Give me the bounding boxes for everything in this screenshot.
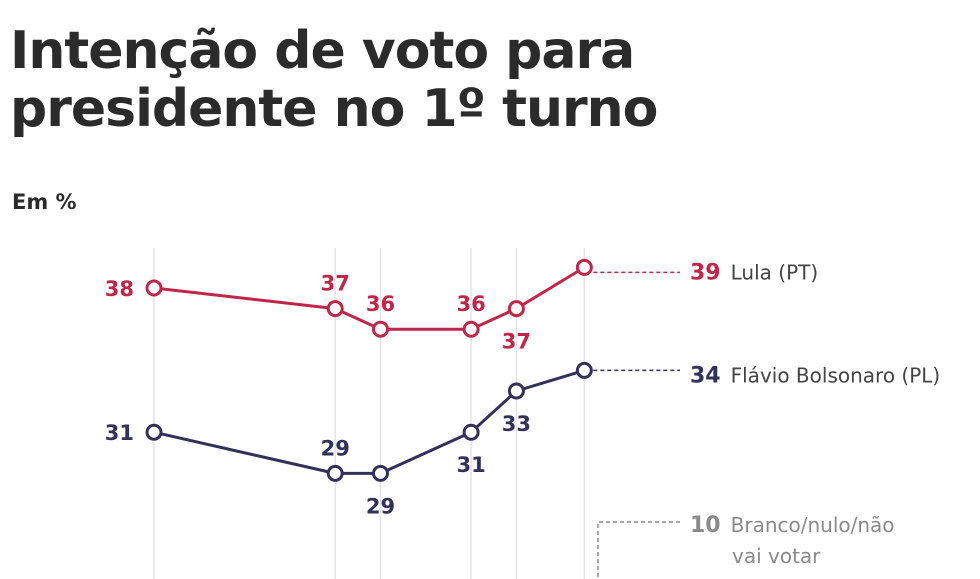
end-label-0: 39 Lula (PT) xyxy=(690,260,818,285)
series-name-0: Lula (PT) xyxy=(731,260,819,284)
series-line-0 xyxy=(153,266,586,331)
end-value-0: 39 xyxy=(690,260,721,285)
data-label-1-3: 31 xyxy=(456,453,485,477)
data-point-0-5 xyxy=(575,258,593,276)
extra-name-line-2: vai votar xyxy=(732,544,821,568)
title-line-2: presidente no 1º turno xyxy=(10,79,658,139)
data-point-0-2 xyxy=(372,320,389,338)
data-point-1-5 xyxy=(575,361,593,379)
data-labels: 38 37 36 36 37 31 29 29 31 33 xyxy=(105,272,531,519)
data-label-1-1: 29 xyxy=(321,436,350,460)
data-label-0-2: 36 xyxy=(366,292,395,316)
data-point-0-4 xyxy=(507,300,525,318)
data-point-1-3 xyxy=(462,423,480,441)
data-point-1-2 xyxy=(372,464,389,482)
data-label-0-1: 37 xyxy=(321,272,350,296)
data-point-1-0 xyxy=(145,423,163,441)
data-point-0-0 xyxy=(145,279,163,297)
data-label-1-4: 33 xyxy=(502,412,531,436)
end-value-extra: 10 xyxy=(690,513,721,538)
end-value-1: 34 xyxy=(690,363,721,388)
data-label-0-3: 36 xyxy=(456,292,485,316)
connector-extra xyxy=(597,521,680,579)
end-labels: 39 Lula (PT) 34 Flávio Bolsonaro (PL) 10 Bran… xyxy=(690,260,940,568)
chart-title: Intenção de voto para presidente no 1º t… xyxy=(10,22,970,138)
series-name-1: Flávio Bolsonaro (PL) xyxy=(731,363,941,387)
series-lines xyxy=(153,266,586,475)
data-point-1-4 xyxy=(507,382,525,400)
end-label-1: 34 Flávio Bolsonaro (PL) xyxy=(690,363,940,388)
end-label-extra: 10 Branco/nulo/não xyxy=(690,513,895,538)
end-label-connectors xyxy=(593,271,680,579)
data-point-1-1 xyxy=(326,464,344,482)
data-label-1-2: 29 xyxy=(366,494,395,518)
data-label-1-0: 31 xyxy=(105,421,134,445)
title-line-1: Intenção de voto para xyxy=(10,21,635,81)
data-points xyxy=(145,258,593,482)
data-point-0-3 xyxy=(462,320,480,338)
data-point-0-1 xyxy=(326,300,344,318)
data-label-0-4: 37 xyxy=(502,330,531,354)
chart-unit-label: Em % xyxy=(12,190,77,214)
extra-name-line-1: Branco/nulo/não xyxy=(731,513,895,537)
series-line-1 xyxy=(153,368,585,475)
data-label-0-0: 38 xyxy=(105,277,134,301)
